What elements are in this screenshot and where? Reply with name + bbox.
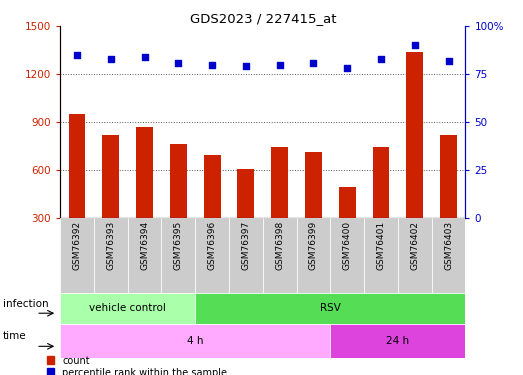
Bar [237, 169, 254, 266]
Bar [203, 155, 221, 266]
Bar [69, 114, 85, 266]
Point [377, 56, 385, 62]
Text: GSM76398: GSM76398 [275, 221, 284, 270]
Text: GSM76394: GSM76394 [140, 221, 149, 270]
Text: vehicle control: vehicle control [89, 303, 166, 313]
Bar [364, 217, 398, 292]
Bar [128, 217, 162, 292]
Text: GSM76396: GSM76396 [208, 221, 217, 270]
Point [343, 65, 351, 71]
Bar [271, 147, 288, 266]
Text: GSM76400: GSM76400 [343, 221, 352, 270]
Point [411, 42, 419, 48]
Bar [406, 52, 423, 266]
Bar [229, 217, 263, 292]
Bar [440, 135, 457, 266]
Bar [162, 217, 195, 292]
Text: GSM76395: GSM76395 [174, 221, 183, 270]
Text: RSV: RSV [320, 303, 341, 313]
Bar [331, 324, 465, 358]
Point [107, 56, 115, 62]
Point [309, 60, 317, 66]
Text: 24 h: 24 h [386, 336, 410, 346]
Point [242, 63, 250, 69]
Bar [103, 135, 119, 266]
Bar [263, 217, 297, 292]
Point [174, 60, 183, 66]
Bar [195, 292, 465, 324]
Bar [398, 217, 431, 292]
Bar [170, 144, 187, 266]
Text: GSM76403: GSM76403 [444, 221, 453, 270]
Text: GSM76401: GSM76401 [377, 221, 385, 270]
Text: GSM76392: GSM76392 [73, 221, 82, 270]
Bar [331, 217, 364, 292]
Point [140, 54, 149, 60]
Bar [195, 217, 229, 292]
Bar [60, 324, 331, 358]
Point [445, 58, 453, 64]
Text: GSM76402: GSM76402 [411, 221, 419, 270]
Bar [136, 127, 153, 266]
Text: GSM76397: GSM76397 [242, 221, 251, 270]
Title: GDS2023 / 227415_at: GDS2023 / 227415_at [189, 12, 336, 25]
Point [276, 62, 284, 68]
Bar [431, 217, 465, 292]
Text: GSM76393: GSM76393 [106, 221, 115, 270]
Text: time: time [3, 331, 27, 341]
Legend: count, percentile rank within the sample: count, percentile rank within the sample [47, 356, 228, 375]
Bar [60, 217, 94, 292]
Bar [339, 187, 356, 266]
Bar [372, 147, 390, 266]
Text: infection: infection [3, 298, 49, 309]
Point [73, 52, 81, 58]
Bar [305, 152, 322, 266]
Bar [94, 217, 128, 292]
Text: GSM76399: GSM76399 [309, 221, 318, 270]
Bar [60, 292, 195, 324]
Bar [297, 217, 331, 292]
Text: 4 h: 4 h [187, 336, 203, 346]
Point [208, 62, 217, 68]
